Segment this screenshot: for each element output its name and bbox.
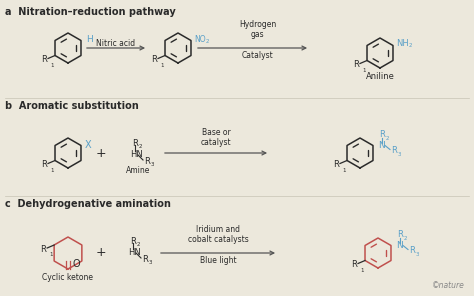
- Text: R: R: [409, 246, 415, 255]
- Text: 1: 1: [49, 252, 53, 257]
- Text: H: H: [86, 35, 93, 44]
- Text: 1: 1: [360, 268, 364, 273]
- Text: R: R: [397, 230, 403, 239]
- Text: R: R: [333, 160, 339, 169]
- Text: R: R: [151, 55, 157, 64]
- Text: 3: 3: [416, 252, 419, 257]
- Text: 3: 3: [398, 152, 401, 157]
- Text: 1: 1: [160, 62, 164, 67]
- Text: Aniline: Aniline: [365, 72, 394, 81]
- Text: Amine: Amine: [126, 165, 150, 175]
- Text: 2: 2: [404, 236, 408, 241]
- Text: HN: HN: [130, 149, 143, 158]
- Text: R: R: [144, 157, 150, 165]
- Text: R: R: [379, 130, 385, 139]
- Text: O: O: [73, 259, 81, 269]
- Text: R: R: [130, 237, 136, 245]
- Text: Nitric acid: Nitric acid: [96, 38, 136, 47]
- Text: 3: 3: [149, 260, 153, 265]
- Text: R: R: [351, 260, 357, 269]
- Text: 1: 1: [50, 62, 54, 67]
- Text: Base or
catalyst: Base or catalyst: [201, 128, 231, 147]
- Text: R: R: [41, 160, 47, 169]
- Text: c  Dehydrogenative amination: c Dehydrogenative amination: [5, 199, 171, 209]
- Text: 3: 3: [151, 162, 155, 167]
- Text: b  Aromatic substitution: b Aromatic substitution: [5, 101, 139, 111]
- Text: 2: 2: [137, 242, 140, 247]
- Text: N: N: [396, 241, 403, 250]
- Text: 2: 2: [139, 144, 143, 149]
- Text: N: N: [378, 141, 385, 150]
- Text: Catalyst: Catalyst: [242, 51, 273, 60]
- Text: Cyclic ketone: Cyclic ketone: [43, 273, 93, 281]
- Text: 1: 1: [362, 67, 365, 73]
- Text: +: +: [96, 247, 106, 260]
- Text: Hydrogen
gas: Hydrogen gas: [239, 20, 276, 39]
- Text: R: R: [132, 139, 138, 147]
- Text: 2: 2: [409, 43, 412, 48]
- Text: 2: 2: [386, 136, 390, 141]
- Text: ©nature: ©nature: [432, 281, 465, 290]
- Text: R: R: [391, 146, 397, 155]
- Text: +: +: [96, 147, 106, 160]
- Text: Blue light: Blue light: [200, 256, 237, 265]
- Text: R: R: [41, 55, 47, 64]
- Text: R: R: [353, 60, 359, 69]
- Text: R: R: [40, 244, 46, 253]
- Text: NO: NO: [194, 35, 206, 44]
- Text: Iridium and
cobalt catalysts: Iridium and cobalt catalysts: [188, 225, 248, 244]
- Text: 1: 1: [50, 168, 54, 173]
- Text: NH: NH: [396, 39, 409, 48]
- Text: R: R: [142, 255, 148, 263]
- Text: a  Nitration–reduction pathway: a Nitration–reduction pathway: [5, 7, 176, 17]
- Text: 1: 1: [342, 168, 346, 173]
- Text: 2: 2: [206, 39, 210, 44]
- Text: HN: HN: [128, 247, 141, 257]
- Text: X: X: [85, 139, 91, 149]
